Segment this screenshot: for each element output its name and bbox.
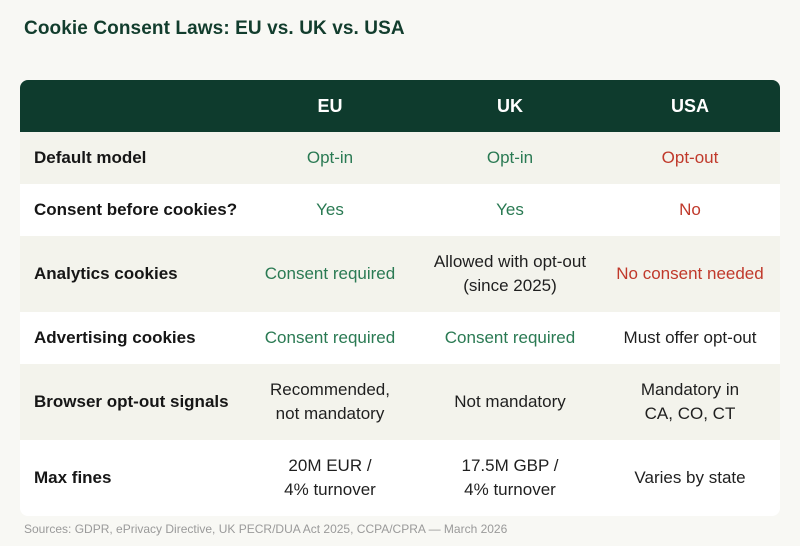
cell-usa: No consent needed [616, 264, 764, 283]
table-row: Consent before cookies? Yes Yes No [20, 184, 780, 236]
cell-usa: Must offer opt-out [623, 328, 757, 347]
cell-usa-line-2: CA, CO, CT [644, 404, 736, 423]
row-label: Browser opt-out signals [34, 392, 229, 411]
cell-eu-line-2: not mandatory [275, 404, 385, 423]
row-label: Max fines [34, 468, 112, 487]
cell-eu-line-1: 20M EUR / [288, 456, 372, 475]
cell-eu: Consent required [264, 328, 396, 347]
row-label: Consent before cookies? [34, 200, 238, 219]
cell-eu-line-1: Recommended, [269, 380, 390, 399]
header-eu: EU [317, 96, 343, 116]
row-label: Default model [34, 148, 147, 167]
cell-eu: Consent required [264, 264, 396, 283]
cell-usa: Varies by state [634, 468, 746, 487]
comparison-table: EU UK USA Default model Opt-in Opt-in Op… [20, 80, 780, 516]
cell-uk: Allowed with opt-out (since 2025) [420, 250, 600, 298]
cell-uk-line-1: Allowed with opt-out [433, 252, 587, 271]
cell-usa: Opt-out [661, 148, 719, 167]
cell-eu-line-2: 4% turnover [284, 480, 376, 499]
cell-eu: 20M EUR / 4% turnover [240, 454, 420, 502]
cell-uk: Opt-in [486, 148, 534, 167]
table-row: Default model Opt-in Opt-in Opt-out [20, 132, 780, 184]
cell-uk: Not mandatory [454, 392, 566, 411]
cell-eu: Opt-in [306, 148, 354, 167]
sources-footnote: Sources: GDPR, ePrivacy Directive, UK PE… [24, 522, 508, 536]
header-uk: UK [497, 96, 523, 116]
cell-usa-line-1: Mandatory in [640, 380, 740, 399]
page-title: Cookie Consent Laws: EU vs. UK vs. USA [24, 18, 405, 39]
row-label: Analytics cookies [34, 264, 178, 283]
table-header-row: EU UK USA [20, 80, 780, 132]
table-row: Analytics cookies Consent required Allow… [20, 236, 780, 312]
cell-eu: Yes [316, 200, 344, 219]
header-usa: USA [670, 96, 709, 116]
cell-eu: Recommended, not mandatory [240, 378, 420, 426]
table-row: Browser opt-out signals Recommended, not… [20, 364, 780, 440]
cell-usa: No [679, 200, 701, 219]
table-row: Max fines 20M EUR / 4% turnover 17.5M GB… [20, 440, 780, 516]
cell-uk: Consent required [444, 328, 576, 347]
cell-uk-line-2: 4% turnover [464, 480, 556, 499]
cell-uk: Yes [496, 200, 524, 219]
cell-uk-line-2: (since 2025) [463, 276, 557, 295]
cell-uk: 17.5M GBP / 4% turnover [420, 454, 600, 502]
row-label: Advertising cookies [34, 328, 196, 347]
table-row: Advertising cookies Consent required Con… [20, 312, 780, 364]
cell-usa: Mandatory in CA, CO, CT [600, 378, 780, 426]
cell-uk-line-1: 17.5M GBP / [461, 456, 559, 475]
